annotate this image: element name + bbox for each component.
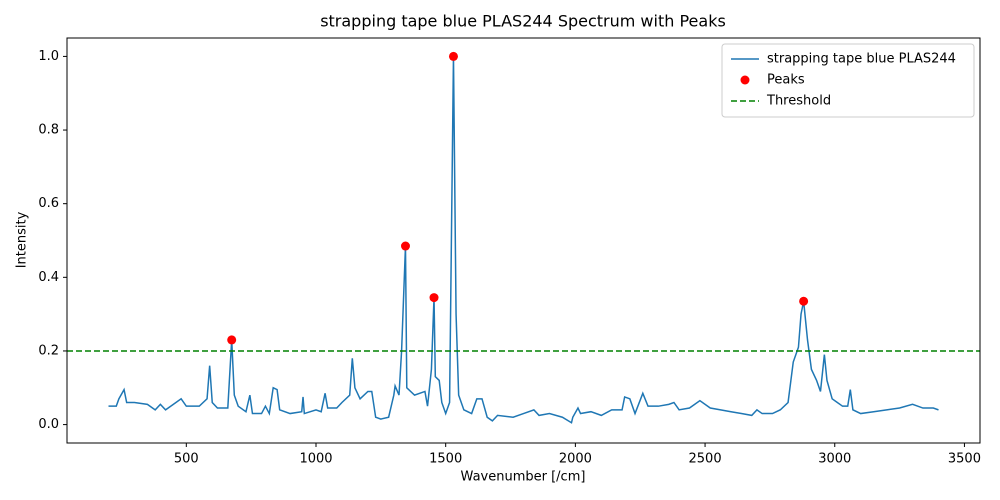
y-axis-label: Intensity	[15, 211, 30, 268]
plot-frame	[66, 37, 981, 444]
spectrum-line	[108, 56, 939, 424]
chart-title: strapping tape blue PLAS244 Spectrum wit…	[320, 12, 726, 31]
peak-marker	[448, 51, 458, 61]
legend-marker	[740, 75, 750, 85]
y-tick-label: 0.6	[38, 196, 59, 211]
x-tick-label: 1500	[429, 452, 462, 467]
y-tick-label: 0.4	[38, 270, 59, 285]
x-axis-label: Wavenumber [/cm]	[461, 470, 586, 485]
legend-label: Peaks	[767, 73, 805, 88]
y-tick-label: 0.2	[38, 343, 59, 358]
legend-label: strapping tape blue PLAS244	[767, 52, 956, 67]
x-tick-label: 3500	[948, 452, 981, 467]
y-tick-label: 0.8	[38, 123, 59, 138]
legend-box	[721, 43, 975, 118]
x-tick-label: 500	[174, 452, 199, 467]
peak-marker	[400, 241, 410, 251]
y-tick-label: 1.0	[38, 49, 59, 64]
x-tick-label: 1000	[299, 452, 332, 467]
peak-marker	[799, 296, 809, 306]
x-tick-label: 2000	[559, 452, 592, 467]
y-tick-label: 0.0	[38, 417, 59, 432]
peak-marker	[429, 293, 439, 303]
peak-marker	[227, 335, 237, 345]
x-tick-label: 3000	[818, 452, 851, 467]
x-tick-label: 2500	[689, 452, 722, 467]
legend-label: Threshold	[766, 94, 831, 109]
